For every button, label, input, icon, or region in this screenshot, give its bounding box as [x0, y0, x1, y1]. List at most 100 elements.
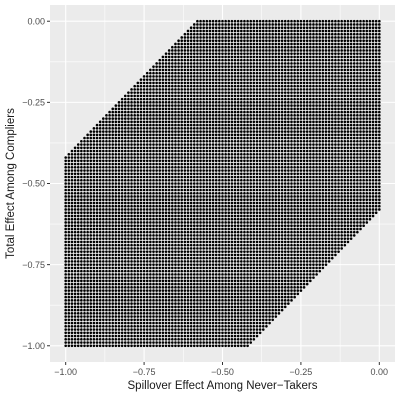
data-point: [117, 140, 121, 143]
data-point: [123, 159, 127, 163]
data-point: [211, 243, 215, 247]
data-point: [177, 240, 180, 244]
data-point: [111, 172, 115, 176]
data-point: [205, 110, 209, 114]
data-point: [227, 224, 231, 227]
data-point: [186, 159, 190, 163]
data-point: [236, 289, 240, 292]
data-point: [227, 195, 231, 198]
data-point: [240, 156, 243, 159]
data-point: [108, 162, 111, 166]
data-point: [98, 299, 102, 302]
data-point: [183, 101, 187, 104]
data-point: [214, 84, 218, 88]
data-point: [221, 234, 224, 237]
data-point: [139, 286, 143, 289]
data-point: [227, 282, 231, 286]
data-point: [102, 208, 105, 211]
data-point: [142, 256, 146, 260]
data-point: [117, 234, 121, 237]
data-point: [83, 149, 86, 153]
data-point: [86, 140, 89, 143]
data-point: [208, 263, 212, 266]
data-point: [111, 247, 115, 250]
data-point: [180, 185, 184, 189]
data-point: [158, 221, 162, 224]
data-point: [208, 337, 212, 341]
data-point: [208, 39, 212, 42]
data-point: [64, 295, 67, 299]
data-point: [205, 263, 209, 266]
data-point: [192, 42, 196, 46]
data-point: [130, 328, 133, 331]
data-point: [192, 234, 196, 237]
data-point: [105, 273, 108, 276]
data-point: [230, 230, 234, 234]
data-point: [224, 337, 227, 341]
data-point: [224, 217, 227, 221]
data-point: [171, 49, 174, 52]
data-point: [64, 156, 67, 159]
data-point: [177, 211, 180, 215]
data-point: [95, 227, 99, 231]
data-point: [145, 250, 149, 253]
data-point: [127, 341, 130, 344]
data-point: [199, 289, 202, 292]
data-point: [111, 260, 115, 263]
data-point: [236, 101, 240, 104]
data-point: [167, 104, 171, 107]
data-point: [227, 68, 231, 72]
data-point: [230, 107, 234, 111]
data-point: [218, 19, 221, 23]
data-point: [183, 133, 187, 137]
data-point: [186, 165, 190, 169]
data-point: [130, 152, 133, 156]
data-point: [155, 334, 158, 338]
data-point: [89, 217, 93, 221]
data-point: [186, 221, 190, 224]
data-point: [164, 65, 168, 68]
data-point: [127, 159, 130, 163]
data-point: [102, 146, 105, 150]
data-point: [149, 243, 152, 247]
data-point: [192, 185, 196, 189]
data-point: [80, 256, 83, 260]
data-point: [180, 266, 184, 270]
data-point: [95, 149, 99, 153]
data-point: [127, 107, 130, 111]
data-point: [227, 217, 231, 221]
data-point: [89, 156, 93, 159]
data-point: [218, 39, 221, 42]
data-point: [67, 188, 71, 192]
data-point: [67, 315, 71, 318]
data-point: [227, 104, 231, 107]
data-point: [120, 130, 124, 133]
data-point: [92, 136, 96, 140]
data-point: [158, 282, 162, 286]
data-point: [224, 110, 227, 114]
data-point: [221, 104, 224, 107]
data-point: [208, 328, 212, 331]
data-point: [208, 224, 212, 227]
data-point: [230, 185, 234, 189]
data-point: [142, 221, 146, 224]
data-point: [95, 282, 99, 286]
data-point: [218, 152, 221, 156]
data-point: [95, 302, 99, 305]
data-point: [152, 198, 155, 202]
data-point: [83, 156, 86, 159]
data-point: [211, 282, 215, 286]
data-point: [211, 263, 215, 266]
data-point: [76, 299, 80, 302]
data-point: [230, 156, 234, 159]
data-point: [130, 140, 133, 143]
data-point: [136, 201, 140, 205]
data-point: [76, 240, 80, 244]
data-point: [227, 146, 231, 150]
data-point: [152, 321, 155, 325]
data-point: [167, 282, 171, 286]
data-point: [192, 75, 196, 78]
data-point: [108, 237, 111, 240]
data-point: [189, 344, 193, 348]
data-point: [117, 169, 121, 172]
